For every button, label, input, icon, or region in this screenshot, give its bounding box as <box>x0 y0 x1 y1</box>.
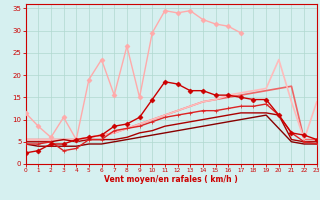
X-axis label: Vent moyen/en rafales ( km/h ): Vent moyen/en rafales ( km/h ) <box>104 175 238 184</box>
